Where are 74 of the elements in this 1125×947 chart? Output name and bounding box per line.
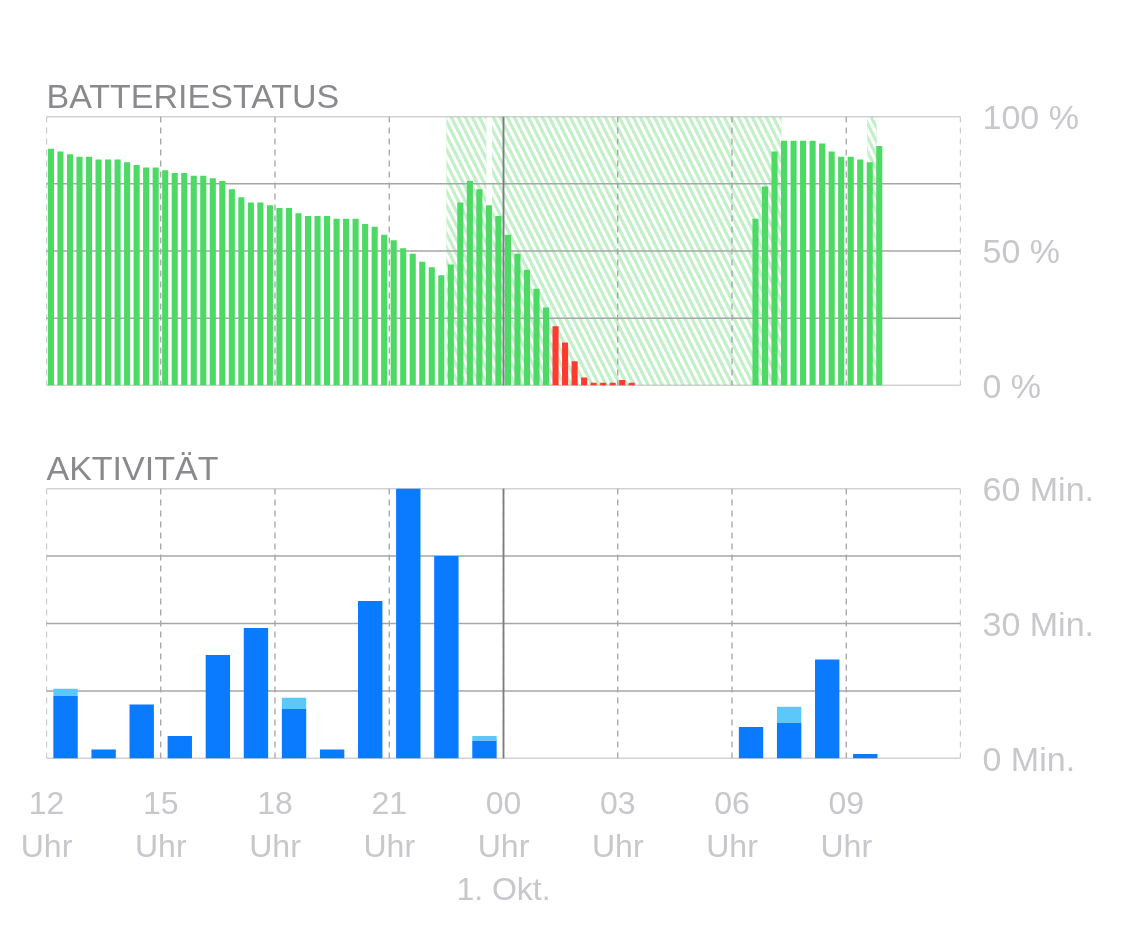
bar: [247, 202, 254, 386]
bar: [428, 267, 435, 386]
bar: [190, 175, 197, 386]
bar: [533, 288, 540, 386]
bar: [219, 181, 226, 386]
bar: [581, 377, 588, 386]
bar: [114, 159, 121, 386]
bar: [124, 162, 131, 386]
y-tick-label: 30 Min.: [982, 604, 1094, 643]
bar: [390, 240, 397, 386]
bar: [419, 261, 426, 386]
bar: [343, 218, 350, 386]
bar: [47, 148, 54, 386]
x-tick-label: 21 Uhr: [363, 784, 416, 864]
bar: [85, 156, 93, 386]
y-tick-label: 50 %: [982, 232, 1060, 270]
bar: [295, 213, 302, 386]
bar: [562, 342, 569, 386]
bar: [200, 175, 207, 386]
x-tick-label: 18 Uhr: [249, 784, 302, 864]
bar: [95, 159, 102, 386]
bar: [352, 218, 359, 386]
bar: [304, 216, 312, 386]
bar: [542, 307, 550, 386]
bar: [143, 167, 150, 386]
bar: [133, 164, 140, 386]
bar: [57, 151, 64, 386]
bar: [523, 269, 531, 386]
bar: [381, 234, 388, 386]
x-tick-label: 03 Uhr: [591, 784, 644, 864]
bar: [238, 197, 245, 386]
y-tick-label: 60 Min.: [982, 469, 1094, 508]
y-tick-label: 0 %: [982, 366, 1042, 405]
bar: [171, 172, 178, 386]
bar: [228, 189, 235, 386]
bar: [66, 154, 74, 386]
bar: [209, 178, 216, 386]
bar: [76, 156, 83, 386]
bar: [476, 189, 483, 386]
x-tick-label: 15 Uhr: [134, 784, 187, 864]
bar: [571, 361, 578, 386]
bar: [447, 264, 454, 386]
y-tick-label: 0 Min.: [982, 739, 1076, 778]
bar: [485, 205, 492, 386]
x-tick-label: 12 Uhr: [20, 784, 73, 864]
bar: [409, 253, 416, 386]
chart-title: BATTERIESTATUS: [46, 76, 340, 115]
bar: [619, 380, 626, 386]
bar: [324, 216, 331, 386]
bar: [162, 170, 169, 386]
x-tick-label: 00 Uhr 1. Okt.: [456, 784, 551, 907]
bar: [514, 253, 521, 386]
chart-title: AKTIVITÄT: [46, 448, 219, 487]
bar: [466, 181, 473, 386]
bar: [105, 159, 112, 386]
bar: [400, 248, 407, 386]
bar: [276, 207, 283, 386]
bar: [285, 207, 293, 386]
bar: [181, 172, 188, 386]
x-tick-label: 06 Uhr: [706, 784, 759, 864]
x-tick-label: 09 Uhr: [820, 784, 873, 864]
bar: [152, 167, 159, 386]
bar: [495, 216, 502, 386]
bar: [362, 224, 369, 386]
bar: [257, 202, 264, 386]
bar: [552, 326, 559, 386]
bar: [504, 234, 511, 386]
bar: [371, 226, 378, 386]
y-tick-label: 100 %: [982, 97, 1079, 136]
bar: [438, 275, 445, 386]
bar: [333, 218, 340, 386]
bar: [266, 205, 273, 386]
bar: [457, 202, 464, 386]
bar: [314, 216, 321, 386]
